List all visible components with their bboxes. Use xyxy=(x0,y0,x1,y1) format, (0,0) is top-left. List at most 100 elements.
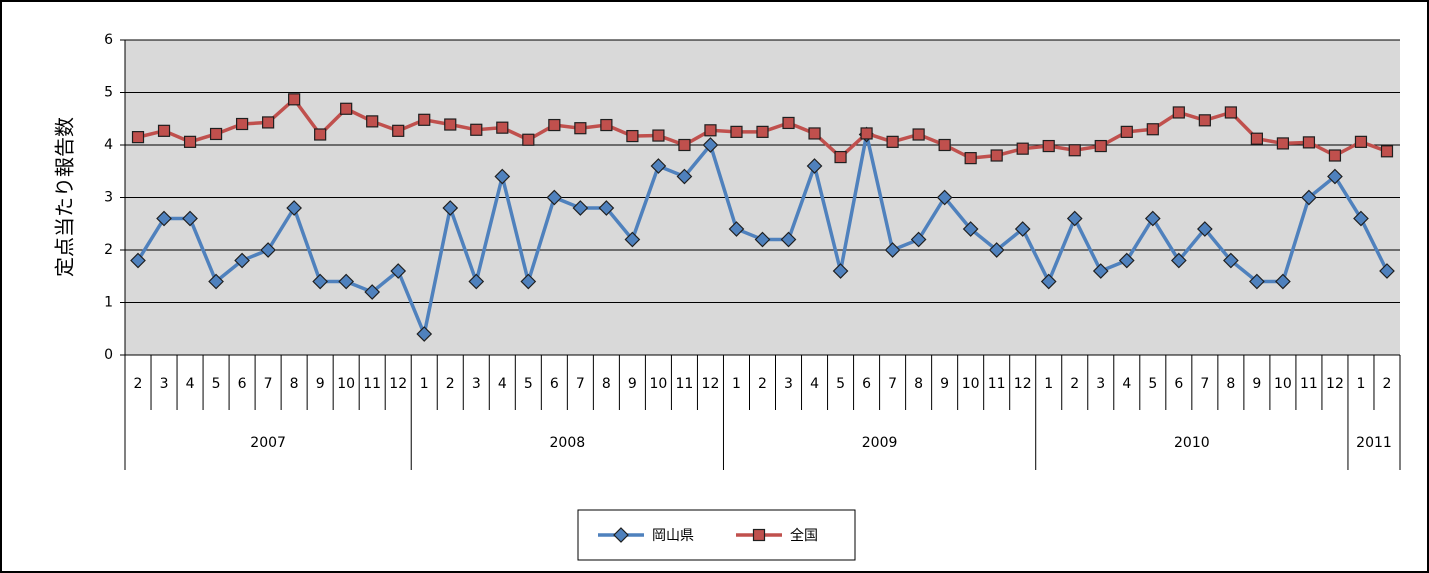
data-point xyxy=(1275,273,1291,290)
data-point xyxy=(1068,144,1081,157)
x-tick-label: 1 xyxy=(732,376,741,392)
data-point xyxy=(340,102,353,115)
data-point xyxy=(780,231,797,248)
x-tick-label: 1 xyxy=(1044,376,1053,392)
x-tick-label: 11 xyxy=(1300,376,1318,392)
data-point xyxy=(730,125,743,138)
data-point xyxy=(442,200,459,216)
x-tick-label: 4 xyxy=(186,376,195,392)
data-point xyxy=(962,221,979,237)
data-point xyxy=(546,189,563,206)
x-tick-label: 5 xyxy=(524,376,533,392)
data-point xyxy=(338,273,355,290)
data-point xyxy=(496,121,509,134)
data-point xyxy=(572,200,589,216)
data-point xyxy=(1170,252,1187,269)
y-axis-label: 定点当たり報告数 xyxy=(53,117,77,277)
data-point xyxy=(1144,210,1161,227)
data-point xyxy=(183,135,197,148)
x-tick-label: 3 xyxy=(1096,376,1105,392)
data-point xyxy=(626,129,639,143)
data-point xyxy=(806,158,823,174)
data-point xyxy=(1118,252,1135,269)
data-point xyxy=(1172,106,1185,119)
x-tick-label: 2 xyxy=(1070,376,1079,392)
x-tick-label: 9 xyxy=(316,376,325,392)
x-tick-label: 11 xyxy=(676,376,694,392)
legend-label: 岡山県 xyxy=(652,528,694,544)
y-tick-label: 5 xyxy=(104,85,113,101)
data-point xyxy=(1250,132,1263,145)
x-tick-label: 7 xyxy=(264,376,273,392)
data-point xyxy=(1224,106,1237,119)
data-point xyxy=(1040,273,1057,290)
data-point xyxy=(860,127,873,140)
legend-label: 全国 xyxy=(790,527,818,544)
x-tick-label: 12 xyxy=(702,376,720,392)
data-point xyxy=(936,189,953,206)
x-tick-label: 10 xyxy=(337,376,355,392)
x-tick-label: 1 xyxy=(420,376,429,392)
x-tick-label: 8 xyxy=(602,376,611,392)
data-point xyxy=(286,200,302,216)
x-tick-label: 3 xyxy=(784,376,793,392)
data-point xyxy=(1380,145,1394,158)
data-point xyxy=(704,124,717,137)
x-tick-label: 6 xyxy=(862,376,871,392)
x-tick-label: 4 xyxy=(498,376,507,392)
data-point xyxy=(1146,123,1159,136)
data-point xyxy=(884,242,901,258)
x-tick-label: 8 xyxy=(914,376,923,392)
data-point xyxy=(808,127,821,140)
data-point xyxy=(548,118,561,132)
x-tick-label: 6 xyxy=(550,376,559,392)
data-point xyxy=(886,135,899,148)
y-tick-label: 2 xyxy=(104,242,113,258)
data-point xyxy=(392,124,405,137)
data-point xyxy=(832,263,849,279)
data-point xyxy=(1379,263,1395,279)
data-point xyxy=(1302,136,1316,149)
data-point xyxy=(728,221,745,237)
x-tick-label: 7 xyxy=(1200,376,1209,392)
data-point xyxy=(1249,273,1265,290)
data-point xyxy=(676,168,693,185)
x-tick-label: 2 xyxy=(1383,376,1392,392)
x-tick-label: 7 xyxy=(888,376,897,392)
data-point xyxy=(131,131,145,144)
data-point xyxy=(209,127,223,141)
data-point xyxy=(702,137,719,153)
data-point xyxy=(157,124,171,137)
x-tick-label: 12 xyxy=(389,376,407,392)
data-point xyxy=(912,128,925,141)
data-point xyxy=(1223,252,1239,269)
data-point xyxy=(260,242,276,258)
data-point xyxy=(182,210,198,227)
data-point xyxy=(1196,221,1213,237)
y-tick-label: 6 xyxy=(104,32,113,48)
x-group-label: 2007 xyxy=(250,435,286,451)
data-point xyxy=(678,138,691,152)
data-point xyxy=(574,122,587,135)
data-point xyxy=(366,115,379,128)
x-tick-label: 2 xyxy=(446,376,455,392)
x-tick-label: 5 xyxy=(1148,376,1157,392)
data-point xyxy=(234,252,250,269)
data-point xyxy=(312,273,329,290)
data-point xyxy=(416,326,433,342)
data-point xyxy=(938,138,951,152)
data-point xyxy=(522,133,535,146)
legend-marker xyxy=(613,527,629,543)
data-point xyxy=(520,273,537,290)
data-point xyxy=(756,125,769,138)
data-point xyxy=(468,273,485,290)
x-tick-label: 9 xyxy=(628,376,637,392)
x-tick-label: 6 xyxy=(1174,376,1183,392)
x-tick-label: 5 xyxy=(212,376,221,392)
data-point xyxy=(444,118,457,131)
x-tick-label: 5 xyxy=(836,376,845,392)
data-point xyxy=(652,129,665,142)
x-tick-label: 12 xyxy=(1014,376,1032,392)
x-tick-label: 1 xyxy=(1357,376,1366,392)
data-point xyxy=(235,117,249,131)
